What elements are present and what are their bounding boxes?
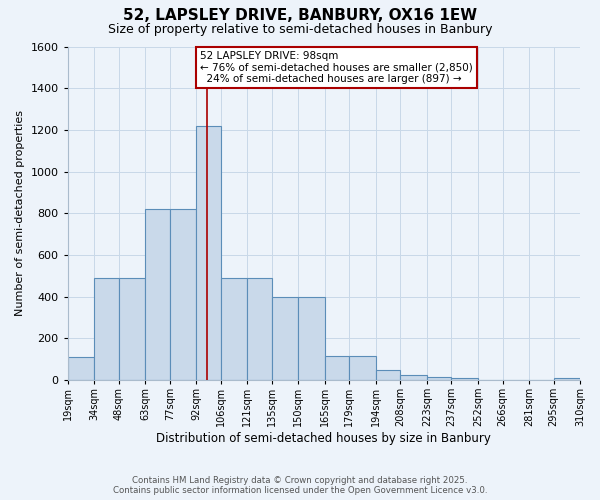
Bar xyxy=(221,278,247,380)
Bar xyxy=(94,278,119,380)
Bar xyxy=(349,356,376,380)
Bar xyxy=(554,378,580,380)
Text: Size of property relative to semi-detached houses in Banbury: Size of property relative to semi-detach… xyxy=(108,22,492,36)
Bar xyxy=(145,209,170,380)
Bar xyxy=(400,375,427,380)
Bar xyxy=(170,209,196,380)
Bar xyxy=(247,278,272,380)
Bar xyxy=(272,296,298,380)
Bar xyxy=(325,356,349,380)
Bar xyxy=(196,126,221,380)
Bar xyxy=(451,378,478,380)
Text: Contains HM Land Registry data © Crown copyright and database right 2025.
Contai: Contains HM Land Registry data © Crown c… xyxy=(113,476,487,495)
Bar xyxy=(427,377,451,380)
Bar xyxy=(68,357,94,380)
Bar xyxy=(119,278,145,380)
Bar xyxy=(298,296,325,380)
Y-axis label: Number of semi-detached properties: Number of semi-detached properties xyxy=(15,110,25,316)
X-axis label: Distribution of semi-detached houses by size in Banbury: Distribution of semi-detached houses by … xyxy=(157,432,491,445)
Bar xyxy=(376,370,400,380)
Text: 52 LAPSLEY DRIVE: 98sqm
← 76% of semi-detached houses are smaller (2,850)
  24% : 52 LAPSLEY DRIVE: 98sqm ← 76% of semi-de… xyxy=(200,50,472,84)
Text: 52, LAPSLEY DRIVE, BANBURY, OX16 1EW: 52, LAPSLEY DRIVE, BANBURY, OX16 1EW xyxy=(123,8,477,22)
